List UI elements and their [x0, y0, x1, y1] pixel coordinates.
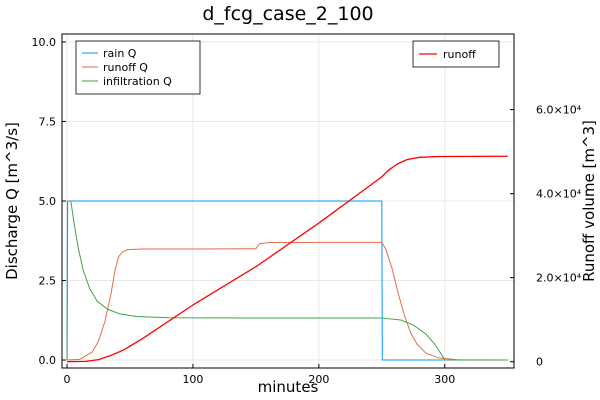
y-left-tick-label: 5.0	[39, 195, 57, 208]
y-left-tick-label: 10.0	[32, 36, 57, 49]
series-line-runoff-q	[67, 241, 508, 361]
y-left-tick-label: 2.5	[39, 275, 57, 288]
legend-label-runoff-q: runoff Q	[103, 61, 148, 74]
y-right-tick-label: 6.0×10⁴	[536, 104, 582, 117]
legend-right: runoff	[412, 40, 500, 68]
x-tick-label: 200	[308, 373, 329, 386]
x-tick-label: 100	[182, 373, 203, 386]
x-axis-label: minutes	[258, 378, 319, 396]
x-tick-label: 300	[434, 373, 455, 386]
y-right-tick-label: 2.0×10⁴	[536, 272, 582, 285]
series-layer	[66, 155, 508, 363]
series-line-runoff	[67, 155, 508, 363]
y-axis-right-label: Runoff volume [m^3]	[580, 120, 598, 282]
legend-label-runoff: runoff	[443, 48, 476, 61]
chart-title: d_fcg_case_2_100	[202, 3, 373, 25]
ticks: 0 100 200 300 0.0 2.5 5.0 7.5 10.0 0 2.0×10⁴ 4.0×10…	[32, 36, 582, 386]
y-left-tick-label: 0.0	[39, 354, 57, 367]
legend-left: rain Q runoff Q infiltration Q	[75, 40, 201, 95]
y-right-tick-label: 0	[536, 356, 543, 369]
x-tick-label: 0	[64, 373, 71, 386]
legend-label-infiltration-q: infiltration Q	[103, 75, 172, 88]
y-axis-left-label: Discharge Q [m^3/s]	[3, 122, 21, 280]
y-right-tick-label: 4.0×10⁴	[536, 188, 582, 201]
legend-label-rain-q: rain Q	[103, 47, 137, 60]
y-left-tick-label: 7.5	[39, 115, 57, 128]
series-line-infiltration-q	[66, 200, 508, 361]
